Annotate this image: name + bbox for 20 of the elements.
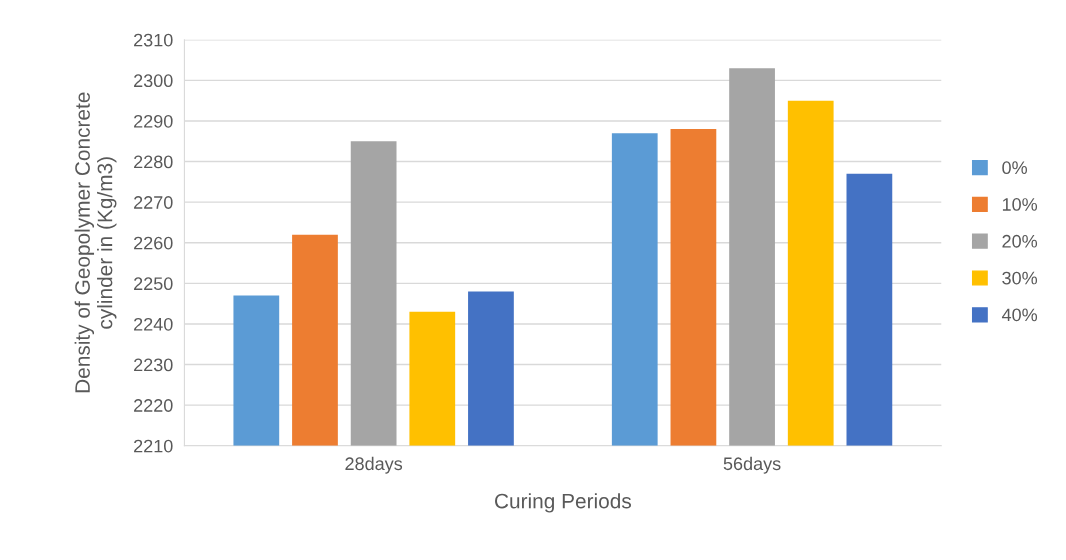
x-tick-label: 28days [345,456,403,474]
legend-label: 10% [1002,198,1038,211]
y-tick-label: 2260 [134,236,173,250]
legend-label: 40% [1001,308,1038,322]
x-tick-label: 56days [723,456,781,474]
y-tick-label: 2210 [134,439,173,453]
y-tick-label: 2270 [134,196,173,209]
y-tick-label: 2310 [134,33,173,47]
legend-label: 20% [1002,234,1038,248]
y-tick-label: 2230 [134,358,173,372]
y-axis-title: Density of Geopolymer Concrete cylinder in (Kg/m3) [74,92,117,393]
y-tick-label: 2280 [134,155,173,169]
legend-label: 30% [1002,271,1038,285]
legend-label: 0% [1002,161,1028,175]
y-tick-label: 2290 [134,114,173,128]
y-tick-label: 2240 [134,317,173,331]
y-tick-label: 2300 [134,74,173,88]
y-tick-label: 2220 [134,399,173,412]
x-axis-title: Curing Periods [495,493,631,513]
y-tick-label: 2250 [134,277,173,291]
